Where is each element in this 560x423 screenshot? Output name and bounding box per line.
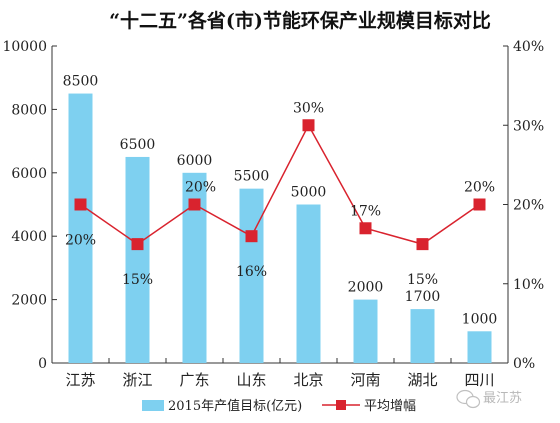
bar xyxy=(68,93,93,364)
x-tick-label: 浙江 xyxy=(122,371,152,389)
line-point xyxy=(302,119,315,132)
axes: 0 2000 4000 6000 8000 10000 0% 10% 20% 30% 40% 江苏 浙江… xyxy=(2,39,544,389)
y-left-tick-label: 2000 xyxy=(11,293,47,309)
watermark-text: 最江苏 xyxy=(483,390,522,406)
bar xyxy=(467,331,492,363)
line-point xyxy=(473,198,486,211)
line-point xyxy=(74,198,87,211)
bar-value-label: 6500 xyxy=(120,137,156,153)
line-value-label: 17% xyxy=(350,203,381,219)
bar xyxy=(353,299,378,363)
y-left-tick-label: 0 xyxy=(38,356,47,372)
y-right-tick-label: 0% xyxy=(513,356,535,372)
line-point xyxy=(416,238,429,251)
watermark: 最江苏 xyxy=(456,389,522,409)
line-point xyxy=(245,230,258,243)
bar xyxy=(239,188,264,363)
bar-value-label: 5500 xyxy=(234,169,270,185)
bar-value-label: 6000 xyxy=(177,153,213,169)
line-value-label: 20% xyxy=(464,180,495,196)
y-left-tick-label: 8000 xyxy=(11,102,47,118)
bar xyxy=(296,204,321,363)
x-tick-label: 四川 xyxy=(464,371,494,389)
line-value-label: 20% xyxy=(65,233,96,249)
x-tick-label: 北京 xyxy=(293,371,323,389)
x-tick-label: 山东 xyxy=(236,371,266,389)
data-labels: 8500 6500 6000 5500 5000 2000 1700 1000 20% 15% 20… xyxy=(63,74,498,328)
line-path xyxy=(80,123,480,246)
chart-title: “十二五”各省(市)节能环保产业规模目标对比 xyxy=(109,9,491,32)
y-left-tick-label: 4000 xyxy=(11,229,47,245)
legend: 2015年产值目标(亿元) 平均增幅 xyxy=(142,398,416,414)
y-right-tick-label: 30% xyxy=(513,118,544,134)
bar-value-label: 5000 xyxy=(291,185,327,201)
y-right-tick-label: 10% xyxy=(513,277,544,293)
y-left-tick-label: 6000 xyxy=(11,166,47,182)
line-series xyxy=(74,119,486,251)
bar xyxy=(410,309,435,363)
y-left-tick-label: 10000 xyxy=(2,39,47,55)
legend-label-bar: 2015年产值目标(亿元) xyxy=(168,398,302,414)
bar-value-label: 2000 xyxy=(348,280,384,296)
x-tick-label: 广东 xyxy=(179,371,209,389)
x-tick-label: 江苏 xyxy=(65,371,95,389)
line-value-label: 15% xyxy=(407,272,438,288)
bar-series xyxy=(68,93,492,364)
legend-swatch-bar xyxy=(142,400,164,411)
legend-swatch-marker xyxy=(336,400,346,410)
x-tick-label: 河南 xyxy=(350,371,380,389)
bar-value-label: 8500 xyxy=(63,74,99,90)
line-value-label: 20% xyxy=(185,180,216,196)
line-point xyxy=(188,198,201,211)
line-value-label: 16% xyxy=(236,264,267,280)
y-right-tick-label: 20% xyxy=(513,198,544,214)
bar-value-label: 1000 xyxy=(462,311,498,327)
x-tick-label: 湖北 xyxy=(407,371,437,389)
line-point xyxy=(359,222,372,235)
legend-label-line: 平均增幅 xyxy=(364,399,416,414)
y-right-tick-label: 40% xyxy=(513,39,544,55)
wechat-icon xyxy=(456,389,481,409)
bar xyxy=(125,156,150,363)
line-value-label: 15% xyxy=(122,272,153,288)
line-value-label: 30% xyxy=(293,100,324,116)
line-point xyxy=(131,238,144,251)
bar-value-label: 1700 xyxy=(405,289,441,305)
